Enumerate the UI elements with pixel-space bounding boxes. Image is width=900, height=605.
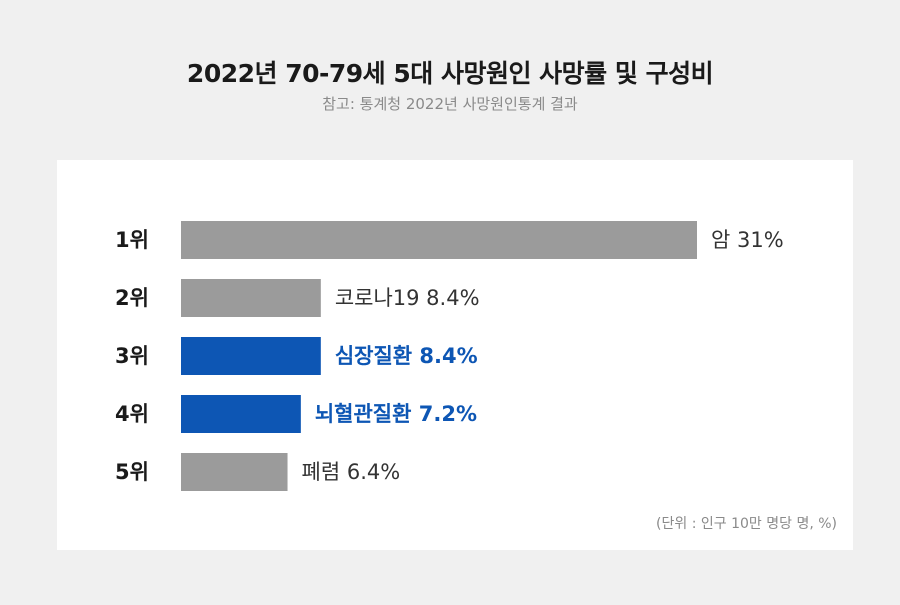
rank-label: 5위: [115, 460, 149, 484]
chart-title: 2022년 70-79세 5대 사망원인 사망률 및 구성비: [186, 59, 714, 88]
bar: [181, 395, 301, 433]
value-label: 폐렴 6.4%: [302, 460, 401, 484]
chart-panel: 1위 암 31% 2위 코로나19 8.4% 3위 심장질환 8.4% 4위 뇌혈관질환 7.…: [57, 160, 853, 550]
rank-label: 1위: [115, 228, 149, 252]
value-label: 암 31%: [711, 228, 784, 252]
bar: [181, 337, 321, 375]
rank-label: 4위: [115, 402, 149, 426]
value-label: 뇌혈관질환 7.2%: [315, 402, 477, 426]
value-label: 심장질환 8.4%: [335, 344, 478, 368]
bar-chart: 1위 암 31% 2위 코로나19 8.4% 3위 심장질환 8.4% 4위 뇌혈관질환 7.…: [115, 221, 784, 491]
bar: [181, 221, 697, 259]
value-label: 코로나19 8.4%: [335, 286, 480, 310]
rank-label: 3위: [115, 344, 149, 368]
bar: [181, 279, 321, 317]
rank-label: 2위: [115, 286, 149, 310]
chart-subtitle: 참고: 통계청 2022년 사망원인통계 결과: [322, 95, 578, 113]
bar: [181, 453, 288, 491]
unit-note: (단위 : 인구 10만 명당 명, %): [656, 516, 837, 532]
